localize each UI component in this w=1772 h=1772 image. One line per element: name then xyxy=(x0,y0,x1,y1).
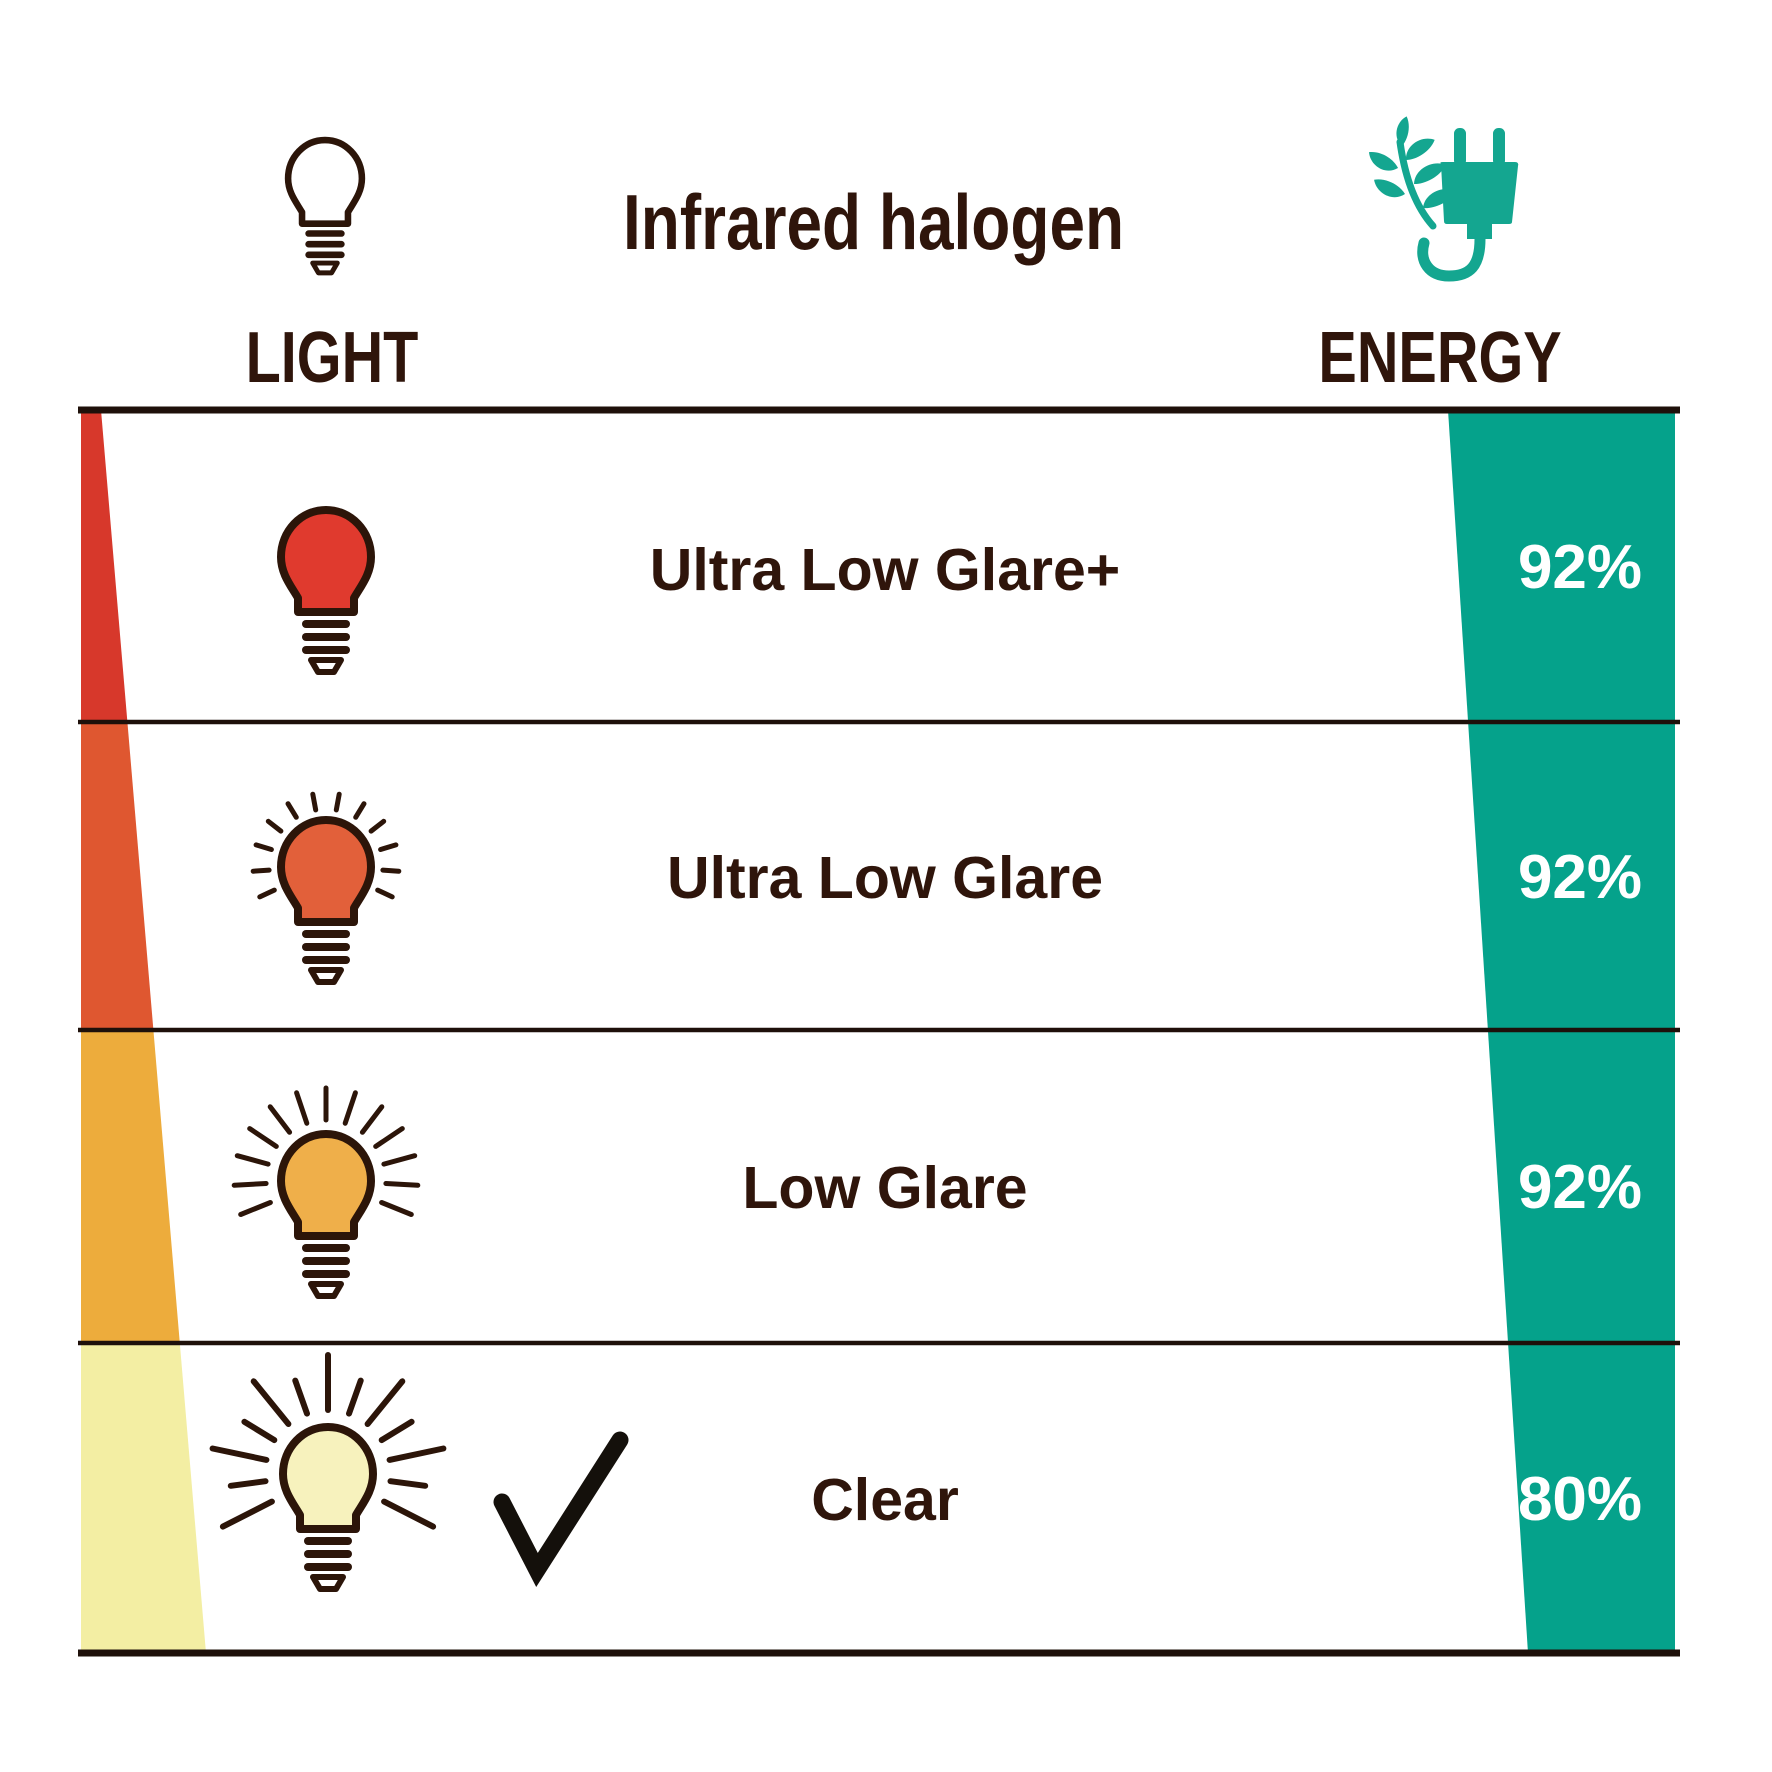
column-header-energy-text: ENERGY xyxy=(1318,318,1562,398)
energy-value: 92% xyxy=(1517,533,1643,602)
column-header-light: LIGHT xyxy=(132,318,532,398)
row-bulb-icon-3 xyxy=(231,1085,421,1299)
column-header-light-text: LIGHT xyxy=(245,318,419,398)
row-bulb-icon-4 xyxy=(209,1352,447,1592)
page-title-text: Infrared halogen xyxy=(622,178,1125,266)
energy-value: 92% xyxy=(1517,1153,1643,1222)
table-gridlines xyxy=(78,406,1680,1657)
light-type-label: Ultra Low Glare xyxy=(666,845,1104,911)
light-wedge-segment xyxy=(81,1343,206,1653)
light-bulb-outline-icon xyxy=(284,136,366,276)
light-type-label: Ultra Low Glare+ xyxy=(649,537,1121,603)
light-output-wedge xyxy=(81,410,206,1653)
page-title: Infrared halogen xyxy=(568,177,1168,267)
energy-value: 80% xyxy=(1517,1465,1643,1534)
column-header-energy: ENERGY xyxy=(1240,318,1640,398)
energy-value: 92% xyxy=(1517,843,1643,912)
row-bulb-icon-2 xyxy=(250,791,402,985)
light-type-label: Clear xyxy=(811,1467,959,1533)
eco-leaf-plug-icon xyxy=(1369,116,1519,282)
light-wedge-segment xyxy=(81,1030,180,1343)
light-type-label: Low Glare xyxy=(742,1155,1028,1221)
checkmark-icon xyxy=(493,1431,629,1588)
light-wedge-segment xyxy=(81,722,154,1030)
row-bulb-icon-1 xyxy=(277,506,375,675)
light-wedge-segment xyxy=(81,410,128,722)
